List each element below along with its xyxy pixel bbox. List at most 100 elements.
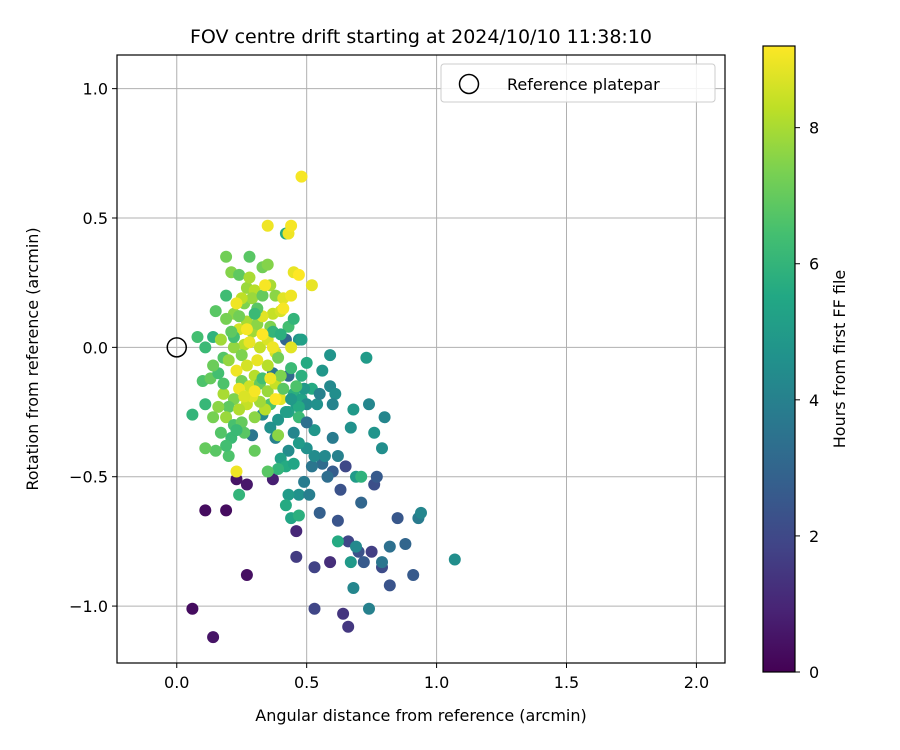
data-point — [355, 496, 368, 509]
colorbar-gradient — [762, 45, 796, 673]
data-point — [295, 333, 308, 346]
data-point — [344, 421, 357, 434]
data-point — [212, 400, 225, 413]
data-point — [186, 602, 199, 615]
data-point — [256, 289, 269, 302]
x-tick-label: 0.5 — [294, 673, 319, 692]
legend: Reference platepar — [440, 63, 716, 103]
data-point — [220, 439, 233, 452]
data-point — [240, 569, 253, 581]
colorbar-tick-label: 6 — [809, 255, 819, 274]
data-point — [316, 364, 329, 377]
data-point — [298, 475, 311, 488]
data-point — [313, 506, 326, 519]
plot-area — [117, 55, 725, 663]
data-point — [331, 450, 344, 462]
data-points — [186, 170, 461, 644]
y-axis-title: Rotation from reference (arcmin) — [23, 227, 42, 490]
data-point — [240, 359, 253, 372]
data-point — [279, 499, 292, 512]
data-point — [235, 349, 248, 362]
colorbar-label: Hours from first FF file — [830, 270, 849, 449]
data-point — [295, 170, 308, 183]
data-point — [277, 302, 290, 315]
data-point — [337, 607, 350, 620]
data-point — [220, 504, 233, 517]
data-point — [287, 426, 300, 439]
data-point — [233, 488, 246, 501]
data-point — [186, 408, 199, 421]
colorbar-tick-label: 2 — [809, 527, 819, 546]
data-point — [391, 512, 404, 525]
data-point — [259, 279, 272, 292]
data-point — [318, 450, 331, 462]
data-point — [305, 460, 318, 473]
data-point — [399, 538, 412, 550]
data-point — [269, 393, 282, 406]
y-tick-label: 0.5 — [83, 209, 108, 228]
data-point — [300, 356, 313, 369]
data-point — [308, 450, 321, 462]
data-point — [376, 442, 388, 455]
data-point — [272, 463, 285, 475]
data-point — [222, 450, 235, 462]
data-point — [290, 380, 303, 393]
x-tick-label: 0.0 — [164, 673, 189, 692]
data-point — [365, 545, 378, 558]
data-point — [290, 525, 303, 538]
data-point — [287, 312, 300, 325]
x-tick-label: 1.5 — [554, 673, 579, 692]
data-point — [326, 398, 339, 411]
data-point — [233, 268, 246, 281]
data-point — [240, 323, 253, 336]
data-point — [199, 398, 212, 411]
data-point — [303, 488, 316, 501]
data-point — [292, 437, 305, 450]
y-tick-label: −0.5 — [69, 468, 108, 487]
data-point — [368, 426, 381, 439]
data-point — [287, 457, 300, 470]
data-point — [230, 297, 243, 310]
data-point — [279, 406, 292, 418]
data-point — [274, 328, 287, 341]
colorbar-tick-label: 4 — [809, 391, 819, 410]
x-axis-title: Angular distance from reference (arcmin) — [255, 706, 586, 725]
data-point — [272, 351, 285, 364]
colorbar: 0 2 4 6 8 Hours from first FF file — [762, 45, 849, 682]
data-point — [217, 387, 230, 400]
data-point — [415, 506, 427, 519]
data-point — [230, 424, 243, 437]
data-point — [282, 444, 295, 457]
plot-frame — [116, 54, 726, 664]
data-point — [274, 369, 287, 382]
data-point — [370, 470, 383, 483]
data-point — [350, 540, 362, 553]
data-point — [199, 504, 212, 517]
data-point — [207, 631, 220, 644]
data-point — [308, 561, 321, 574]
data-point — [214, 333, 227, 346]
data-point — [233, 310, 246, 323]
data-point — [347, 582, 360, 594]
data-point — [261, 385, 274, 398]
data-point — [344, 556, 357, 569]
data-point — [285, 341, 298, 354]
data-point — [324, 349, 337, 362]
data-point — [261, 219, 274, 232]
data-point — [243, 336, 256, 349]
data-point — [285, 289, 298, 302]
colorbar-tick-label: 0 — [809, 663, 819, 682]
data-point — [308, 602, 321, 615]
data-point — [326, 431, 339, 444]
data-point — [248, 385, 261, 398]
data-point — [285, 393, 298, 406]
data-point — [407, 569, 420, 581]
data-point — [378, 411, 391, 424]
data-point — [243, 250, 256, 263]
data-point — [448, 553, 461, 566]
legend-box — [440, 63, 716, 103]
data-point — [329, 387, 342, 400]
data-point — [355, 470, 368, 483]
data-point — [383, 540, 396, 553]
